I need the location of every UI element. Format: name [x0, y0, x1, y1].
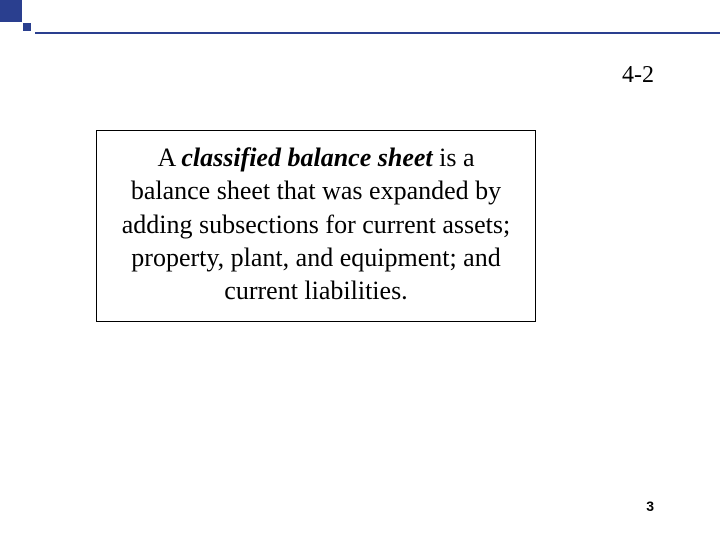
definition-text-pre: A: [157, 143, 181, 172]
header-square-small: [23, 23, 31, 31]
header-square-large: [0, 0, 22, 22]
definition-term: classified balance sheet: [181, 143, 432, 172]
header-divider: [35, 32, 720, 34]
section-number: 4-2: [622, 62, 654, 89]
slide-number: 3: [646, 498, 654, 514]
definition-box: A classified balance sheet is a balance …: [96, 130, 536, 322]
slide-header: [0, 0, 720, 34]
